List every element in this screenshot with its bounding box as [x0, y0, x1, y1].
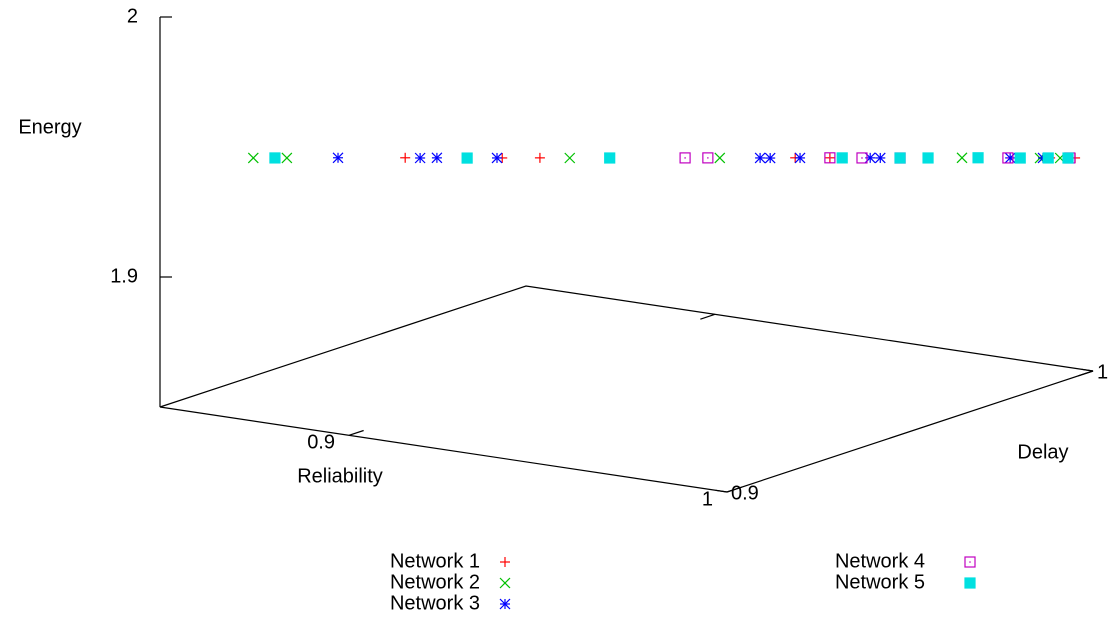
data-point: [604, 152, 616, 164]
x-tick: [726, 486, 742, 493]
data-point: [431, 152, 443, 164]
data-point: [564, 152, 576, 164]
y-tick: [715, 489, 728, 493]
legend-label: Network 1: [390, 550, 480, 572]
data-point: [972, 152, 984, 164]
y-tick-label: 1: [1097, 361, 1108, 383]
y-tick: [1081, 368, 1094, 372]
x-tick-label: 1: [702, 488, 713, 510]
data-point: [269, 152, 281, 164]
y-axis-label: Delay: [1017, 441, 1068, 463]
legend-label: Network 5: [835, 571, 925, 593]
data-point: [794, 152, 806, 164]
data-point: [332, 152, 344, 164]
data-point: [824, 152, 836, 164]
legend-marker: [499, 577, 511, 589]
data-point: [534, 152, 545, 163]
z-tick-label: 1.9: [110, 265, 138, 287]
data-point: [856, 152, 868, 164]
data-point: [894, 152, 906, 164]
z-axis-label: Energy: [18, 116, 81, 138]
data-point: [922, 152, 934, 164]
y-tick-label: 0.9: [731, 482, 759, 504]
x-tick: [1078, 370, 1094, 377]
legend-label: Network 3: [390, 592, 480, 614]
data-point: [1004, 152, 1016, 164]
data-point: [461, 152, 473, 164]
data-point: [247, 152, 259, 164]
data-point: [400, 152, 411, 163]
data-point: [281, 152, 293, 164]
data-point: [754, 152, 766, 164]
legend-label: Network 4: [835, 550, 925, 572]
data-point: [836, 152, 848, 164]
legend-marker: [500, 557, 510, 567]
data-point: [1002, 152, 1014, 164]
base-plane: [159, 285, 1094, 493]
data-point: [414, 152, 426, 164]
data-point: [764, 152, 776, 164]
data-point: [1042, 152, 1054, 164]
data-point: [714, 152, 726, 164]
data-point: [491, 152, 503, 164]
data-point: [956, 152, 968, 164]
legend-marker: [964, 577, 976, 589]
data-point: [679, 152, 691, 164]
x-axis-label: Reliability: [297, 465, 383, 487]
x-tick-label: 0.9: [307, 432, 335, 454]
data-point: [702, 152, 714, 164]
data-point: [1014, 152, 1026, 164]
data-point: [1062, 152, 1074, 164]
legend-marker: [964, 556, 976, 568]
x-tick: [700, 313, 716, 320]
legend-label: Network 2: [390, 571, 480, 593]
legend-marker: [499, 598, 511, 610]
x-tick: [348, 429, 364, 436]
z-tick-label: 2: [127, 5, 138, 27]
data-point: [874, 152, 886, 164]
